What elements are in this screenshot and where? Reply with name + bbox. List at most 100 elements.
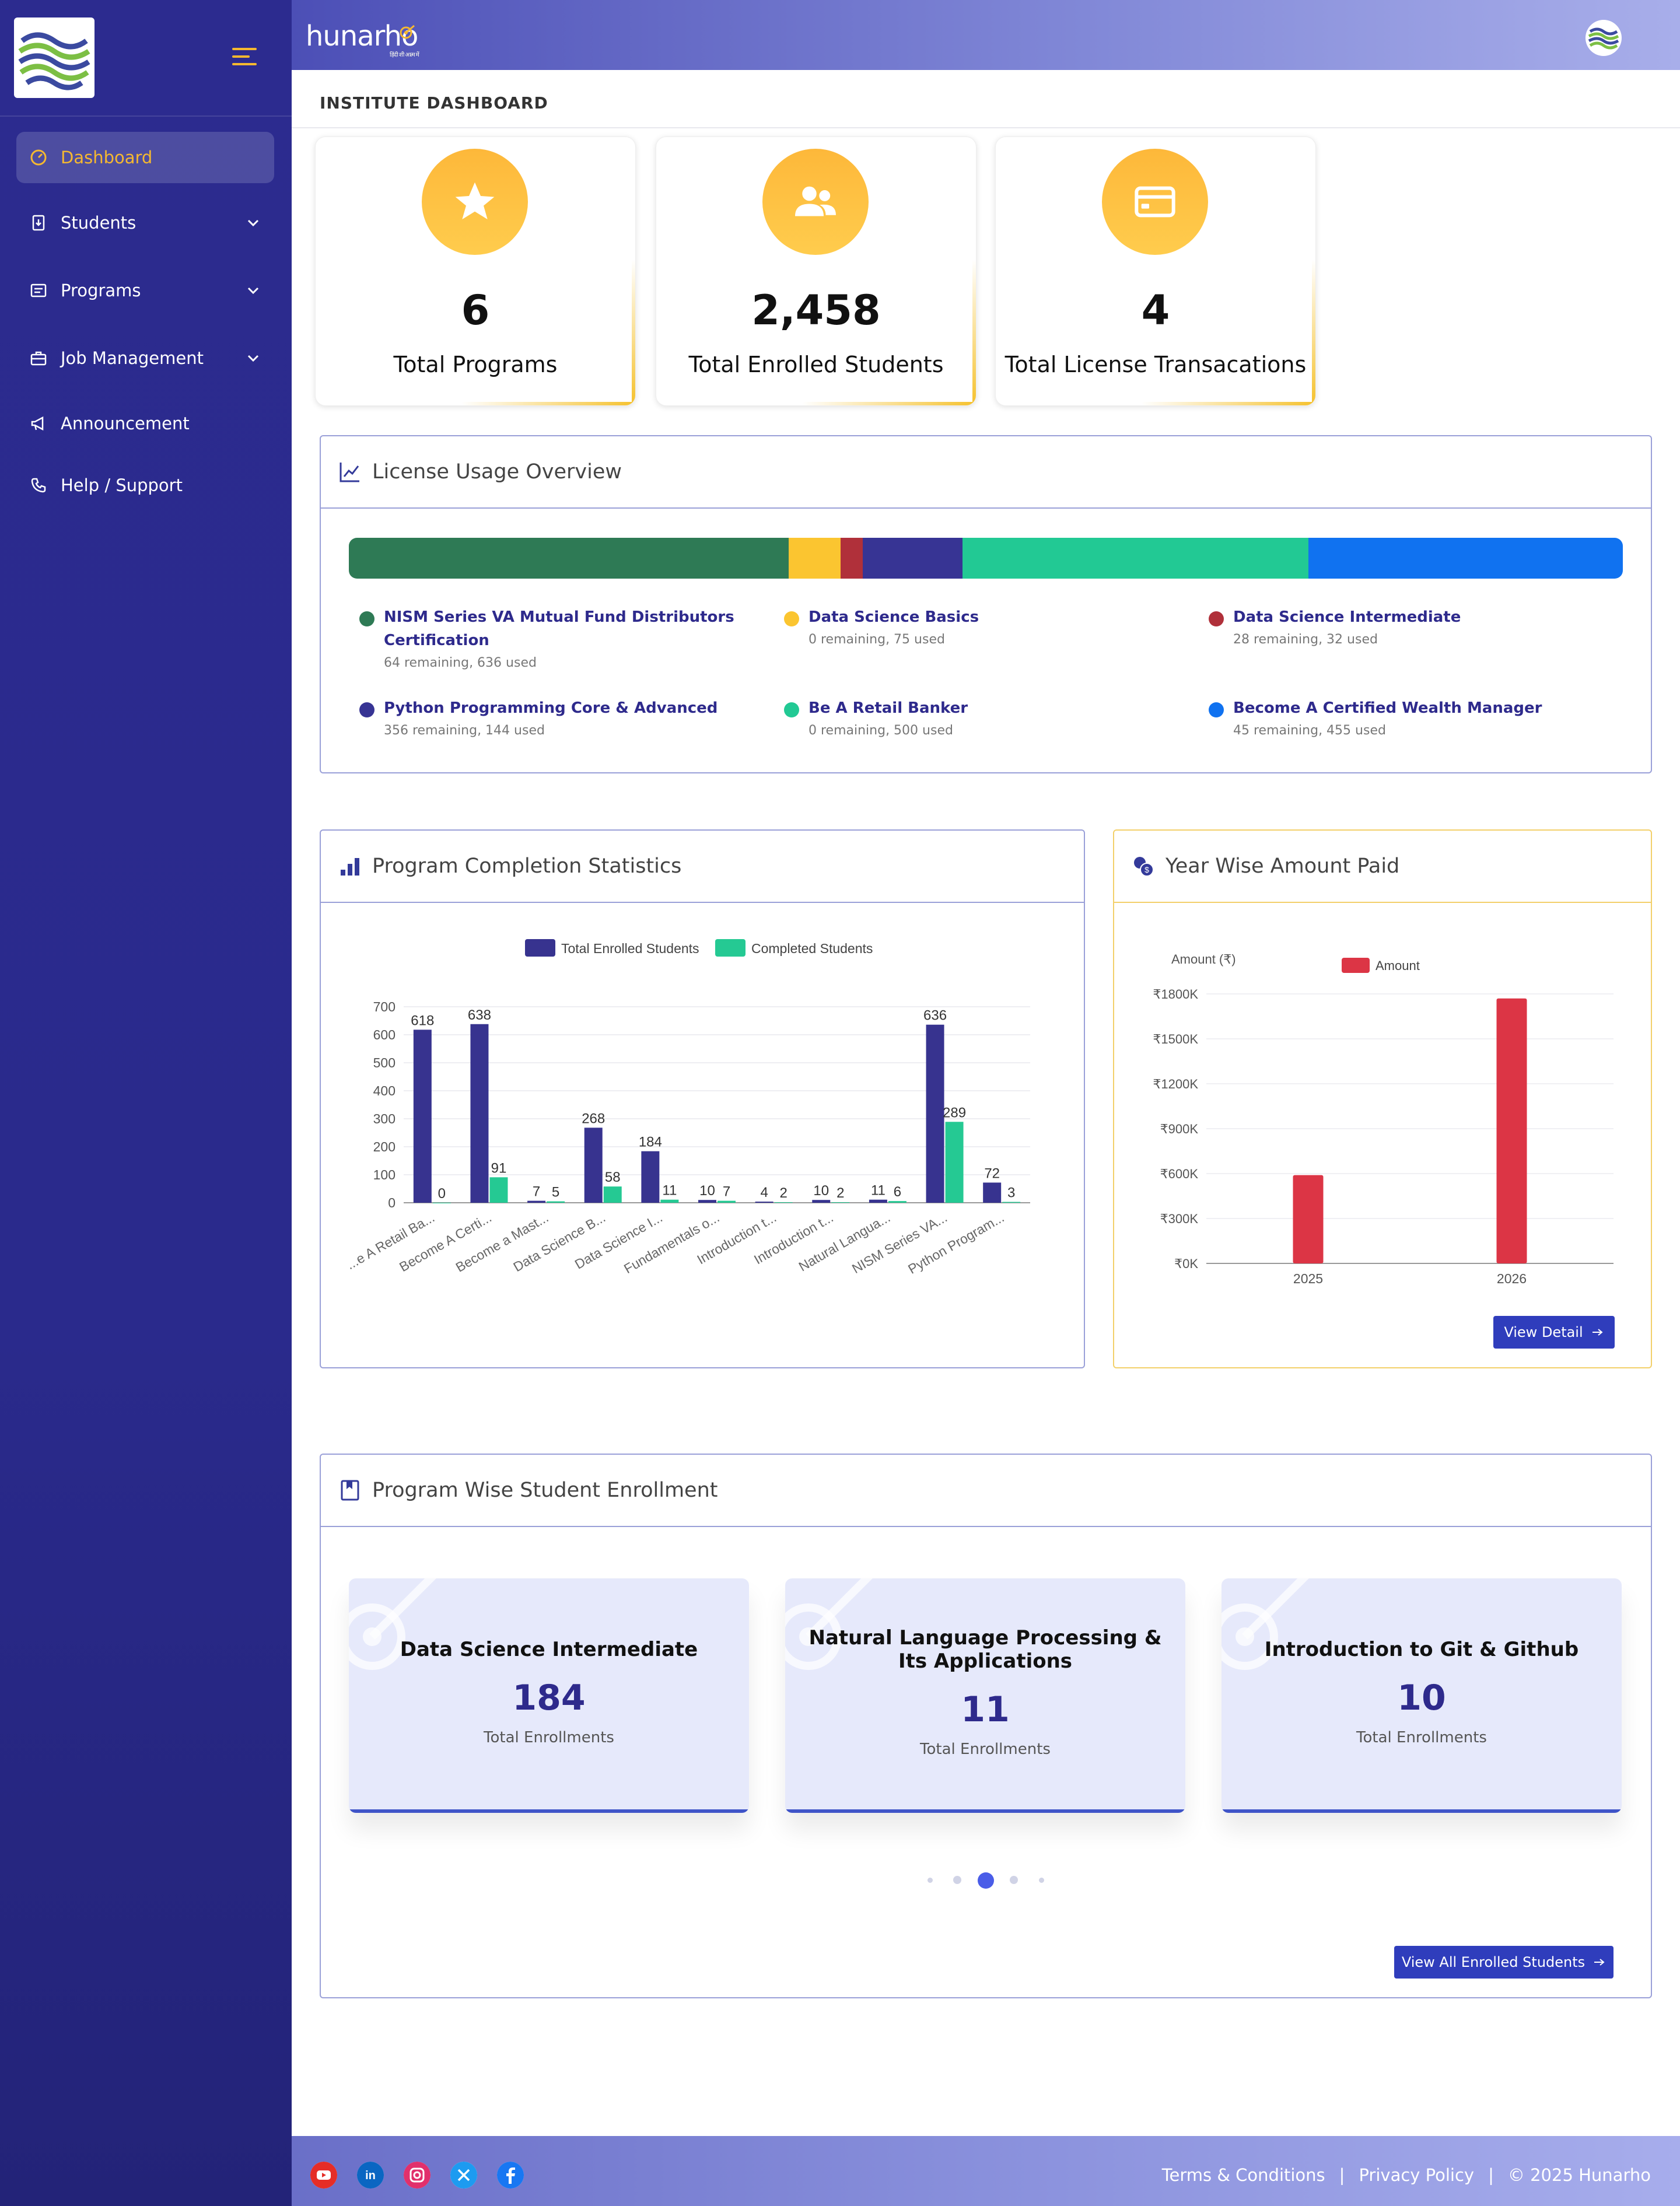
bar[interactable]: 289	[943, 1105, 966, 1203]
enrollment-program-name: Data Science Intermediate	[400, 1638, 698, 1661]
bar[interactable]: 4	[755, 1185, 774, 1203]
brand-logo[interactable]: hunarho हिंदी शी आत्म में	[306, 20, 419, 58]
bar[interactable]: 72	[983, 1165, 1002, 1203]
bar[interactable]: 618	[411, 1013, 434, 1203]
legend-dot	[359, 611, 374, 626]
bar[interactable]: 91	[489, 1160, 508, 1203]
enrollment-program-name: Introduction to Git & Github	[1264, 1638, 1579, 1661]
legend-entry[interactable]: Completed Students	[715, 939, 873, 957]
chevron-down-icon[interactable]	[245, 215, 261, 231]
sidebar-item-announcement[interactable]: Announcement	[16, 398, 274, 449]
carousel-dot[interactable]	[953, 1876, 961, 1884]
legend-entry[interactable]: Total Enrolled Students	[525, 939, 699, 957]
sidebar-item-students[interactable]: Students	[16, 197, 274, 248]
x-icon[interactable]	[450, 2162, 477, 2189]
linkedin-icon[interactable]: in	[357, 2162, 384, 2189]
terms-link[interactable]: Terms & Conditions	[1161, 2165, 1325, 2185]
bar[interactable]	[1496, 998, 1527, 1263]
view-all-enrolled-students-button[interactable]: View All Enrolled Students	[1394, 1946, 1614, 1979]
bar-value-label: 58	[605, 1169, 621, 1185]
bar[interactable]: 11	[660, 1183, 679, 1203]
bar[interactable]: 2	[774, 1185, 793, 1203]
bar[interactable]: 11	[869, 1183, 887, 1203]
svg-text:$: $	[1144, 865, 1149, 874]
enrollment-card[interactable]: Natural Language Processing & Its Applic…	[785, 1578, 1185, 1813]
notebook-icon	[341, 1480, 359, 1501]
enrollment-card[interactable]: Data Science Intermediate 184 Total Enro…	[349, 1578, 749, 1813]
bar-rect	[755, 1202, 774, 1203]
sidebar: Dashboard Students Programs Job Manageme…	[0, 0, 292, 2206]
stat-card-total-programs: 6 Total Programs	[315, 136, 636, 406]
card-title: Program Wise Student Enrollment	[372, 1479, 718, 1502]
license-segment[interactable]	[841, 538, 863, 579]
legend-label: Completed Students	[751, 941, 873, 956]
legend-dot	[1209, 702, 1224, 717]
sidebar-item-job-management[interactable]: Job Management	[16, 332, 274, 384]
bar[interactable]: 638	[468, 1007, 491, 1203]
license-segment[interactable]	[349, 538, 789, 579]
bar[interactable]: 10	[812, 1183, 831, 1203]
avatar[interactable]	[1586, 20, 1622, 56]
enrollment-count: 184	[512, 1678, 586, 1718]
privacy-link[interactable]: Privacy Policy	[1359, 2165, 1475, 2185]
bar[interactable]: 2	[831, 1185, 850, 1203]
carousel-dot[interactable]	[928, 1878, 933, 1883]
sidebar-item-programs[interactable]: Programs	[16, 265, 274, 316]
bar-rect	[945, 1122, 964, 1203]
y-tick: ₹600K	[1160, 1167, 1614, 1181]
bar[interactable]: 10	[698, 1183, 716, 1203]
bar[interactable]: 58	[603, 1169, 622, 1203]
enrollment-card[interactable]: Introduction to Git & Github 10 Total En…	[1222, 1578, 1622, 1813]
y-tick-label: ₹1200K	[1153, 1077, 1198, 1091]
youtube-icon[interactable]	[310, 2162, 337, 2189]
sidebar-item-label: Job Management	[61, 348, 204, 368]
bar-value-label: 2	[836, 1185, 844, 1201]
legend-entry[interactable]: Amount	[1342, 958, 1420, 973]
carousel-dot[interactable]	[1010, 1876, 1018, 1884]
bar[interactable]: 5	[547, 1185, 565, 1203]
license-segment[interactable]	[789, 538, 841, 579]
y-tick: ₹1200K	[1153, 1077, 1614, 1091]
legend-dot	[784, 611, 799, 626]
menu-toggle-icon[interactable]	[232, 48, 257, 65]
x-tick-label: Become a Mast...	[453, 1210, 551, 1275]
bar[interactable]: 636	[923, 1008, 947, 1203]
bar-value-label: 11	[871, 1183, 886, 1199]
license-segment[interactable]	[1308, 538, 1623, 579]
license-segment[interactable]	[862, 538, 963, 579]
bar[interactable]: 0	[432, 1186, 451, 1203]
sidebar-item-dashboard[interactable]: Dashboard	[16, 132, 274, 183]
view-detail-button[interactable]: View Detail	[1493, 1316, 1615, 1349]
enrollment-sub: Total Enrollments	[920, 1741, 1051, 1758]
sidebar-item-help-support[interactable]: Help / Support	[16, 460, 274, 511]
bar-value-label: 5	[552, 1185, 559, 1200]
carousel-dot[interactable]	[1039, 1878, 1044, 1883]
license-segment[interactable]	[962, 538, 1308, 579]
footer-separator: |	[1339, 2165, 1345, 2185]
svg-text:in: in	[365, 2169, 376, 2182]
instagram-icon[interactable]	[404, 2162, 430, 2189]
phone-icon	[28, 475, 49, 496]
bar-value-label: 6	[894, 1184, 901, 1200]
y-tick: 700	[373, 999, 1030, 1014]
y-tick-label: 700	[373, 999, 396, 1014]
bar[interactable]: 7	[718, 1184, 736, 1203]
carousel-dot-active[interactable]	[978, 1872, 994, 1889]
facebook-icon[interactable]	[497, 2162, 524, 2189]
bar-rect	[660, 1199, 679, 1203]
bar[interactable]	[1293, 1175, 1324, 1263]
stat-card-total-enrolled-students: 2,458 Total Enrolled Students	[656, 136, 977, 406]
bar[interactable]: 7	[527, 1184, 546, 1203]
trend-chart-icon	[340, 463, 359, 482]
button-label: View Detail	[1504, 1324, 1583, 1340]
bar-value-label: 289	[943, 1105, 966, 1120]
x-tick-label: NISM Series VA...	[849, 1210, 950, 1276]
stat-card-total-license-transactions: 4 Total License Transacations	[995, 136, 1316, 406]
bar[interactable]: 6	[888, 1184, 907, 1203]
chevron-down-icon[interactable]	[245, 350, 261, 366]
bar[interactable]: 3	[1002, 1185, 1021, 1203]
bar[interactable]: 268	[582, 1111, 605, 1203]
legend-sub: 0 remaining, 500 used	[808, 723, 953, 738]
bar[interactable]: 184	[639, 1134, 662, 1203]
chevron-down-icon[interactable]	[245, 282, 261, 299]
